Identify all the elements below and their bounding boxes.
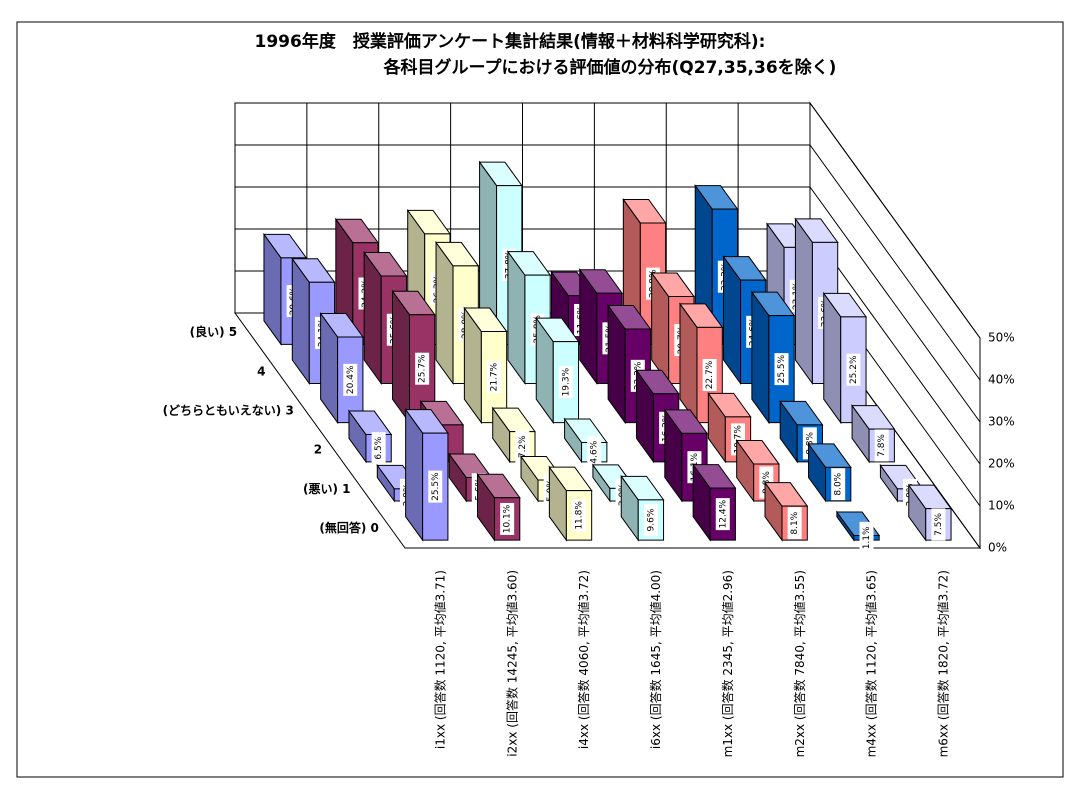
chart-title: 1996年度 授業評価アンケート集計結果(情報＋材料科学研究科):	[255, 31, 766, 52]
value-label-bg	[515, 430, 530, 463]
value-label-bg	[846, 353, 861, 386]
value-label-bg	[587, 436, 602, 469]
chart-subtitle: 各科目グループにおける評価値の分布(Q27,35,36を除く)	[383, 57, 837, 78]
value-label: 7.8%	[877, 434, 887, 457]
category-label: i1xx (回答数 1120, 平均値3.71)	[432, 570, 447, 749]
value-label: 8.1%	[790, 511, 800, 534]
value-label: 8.0%	[834, 472, 844, 495]
value-label: 25.7%	[418, 354, 428, 383]
category-label: i2xx (回答数 14245, 平均値3.60)	[504, 570, 519, 757]
value-label: 9.6%	[646, 508, 656, 531]
value-label: 4.6%	[590, 440, 600, 463]
value-label: 19.3%	[561, 367, 571, 396]
value-label: 8.8%	[805, 431, 815, 454]
grid-line	[235, 186, 981, 423]
depth-label: 4	[257, 364, 265, 378]
category-label: m6xx (回答数 1820, 平均値3.72)	[936, 570, 951, 757]
value-label-bg	[831, 468, 846, 501]
value-label: 20.4%	[346, 365, 356, 394]
category-label: i6xx (回答数 1645, 平均値4.00)	[648, 570, 663, 749]
z-tick-label: 30%	[988, 415, 1015, 429]
z-tick-label: 0%	[988, 541, 1007, 555]
grid-line	[235, 144, 981, 381]
category-label: m1xx (回答数 2345, 平均値2.96)	[720, 570, 735, 757]
category-label: i4xx (回答数 4060, 平均値3.72)	[576, 570, 591, 749]
bar	[506, 250, 552, 386]
value-label-bg	[931, 508, 946, 541]
depth-label: 2	[314, 443, 322, 457]
value-label: 11.8%	[575, 501, 585, 530]
value-label-bg	[774, 353, 789, 386]
value-label-bg	[572, 499, 587, 532]
value-label: 7.2%	[518, 435, 528, 458]
value-label-bg	[643, 504, 658, 537]
z-tick-label: 10%	[988, 499, 1015, 513]
depth-label: (無回答) 0	[319, 520, 379, 535]
bar-side	[435, 240, 454, 386]
value-label-bg	[415, 352, 430, 385]
value-label-bg	[874, 429, 889, 462]
value-label: 21.7%	[490, 362, 500, 391]
value-label: 25.2%	[849, 355, 859, 384]
z-tick-label: 20%	[988, 457, 1015, 471]
depth-label: (どちらともいえない) 3	[163, 403, 294, 417]
category-label: m2xx (回答数 7840, 平均値3.55)	[792, 570, 807, 757]
bar-side	[794, 217, 813, 386]
depth-label: (悪い) 1	[303, 482, 351, 496]
value-label-bg	[500, 502, 515, 535]
value-label-bg	[859, 521, 874, 554]
value-label: 7.5%	[934, 513, 944, 536]
value-label: 1.1%	[862, 526, 872, 549]
value-label: 25.5%	[431, 472, 441, 501]
value-label-bg	[343, 363, 358, 396]
category-label: m4xx (回答数 1120, 平均値3.65)	[864, 570, 879, 757]
z-tick-label: 40%	[988, 373, 1015, 387]
z-tick-label: 50%	[988, 331, 1015, 345]
value-label-bg	[715, 498, 730, 531]
grid-line	[235, 102, 981, 339]
value-label-bg	[371, 432, 386, 465]
value-label-bg	[558, 366, 573, 399]
value-label-bg	[428, 470, 443, 503]
value-label-bg	[787, 507, 802, 540]
value-label: 25.5%	[777, 354, 787, 383]
bar	[750, 290, 796, 425]
value-label-bg	[487, 361, 502, 394]
value-label: 12.4%	[718, 499, 728, 528]
depth-label: (良い) 5	[190, 324, 238, 339]
value-label: 10.1%	[503, 504, 513, 533]
value-label: 6.5%	[374, 436, 384, 459]
value-label: 22.7%	[705, 360, 715, 389]
value-label-bg	[702, 358, 717, 391]
value-label: 10.7%	[733, 425, 743, 454]
